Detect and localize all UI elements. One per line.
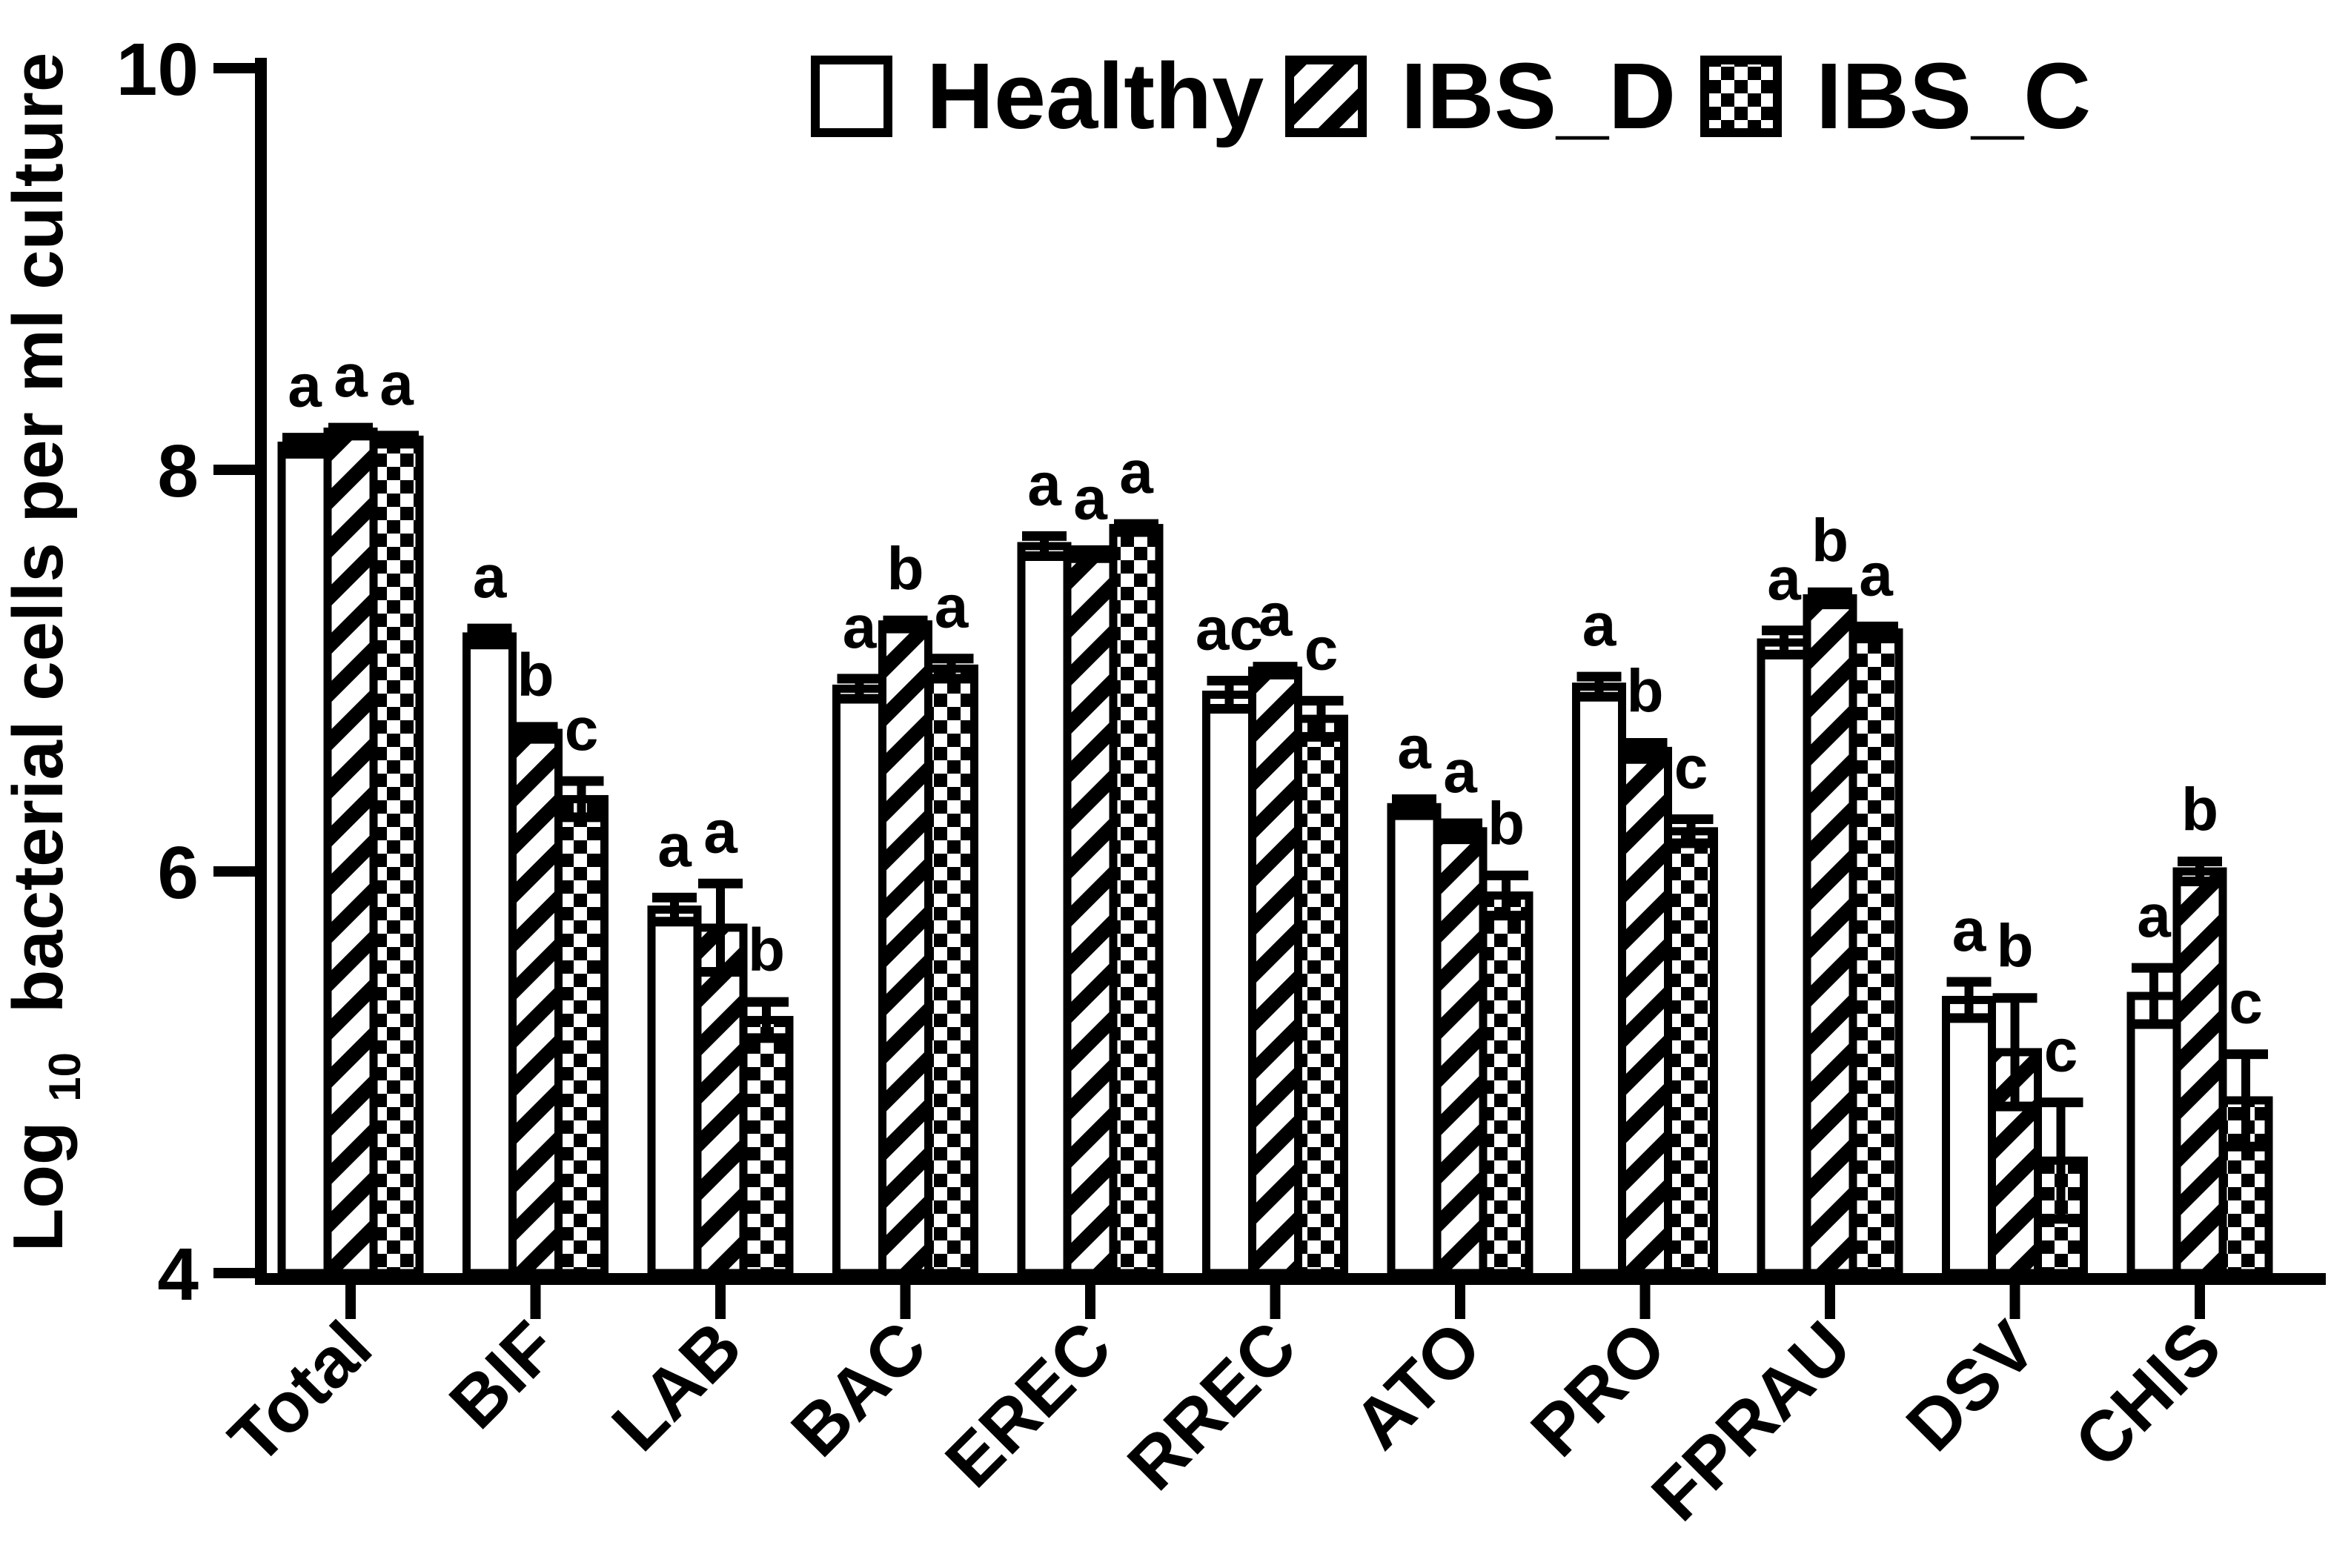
bar-DSV-Healthy	[1942, 995, 1996, 1278]
legend-swatch-IBS_C	[1700, 56, 1782, 137]
sig-label-LAB-IBS_C: b	[748, 917, 785, 984]
sig-label-EREC-Healthy: a	[1027, 451, 1062, 518]
sig-label-EREC-IBS_C: a	[1119, 439, 1154, 506]
sig-label-CHIS-Healthy: a	[2137, 883, 2172, 950]
sig-label-BAC-IBS_C: a	[935, 574, 969, 641]
sig-label-LAB-Healthy: a	[657, 812, 692, 880]
sig-label-BAC-Healthy: a	[843, 594, 878, 661]
bar-FPRAU-Healthy	[1757, 638, 1811, 1278]
sig-label-BIF-IBS_D: b	[517, 642, 554, 709]
y-tick-label: 4	[157, 1233, 199, 1316]
sig-label-BIF-IBS_C: c	[565, 696, 599, 763]
sig-label-RREC-IBS_D: a	[1259, 582, 1293, 649]
bar-RREC-IBS_D	[1248, 666, 1302, 1278]
sig-label-ATO-IBS_C: b	[1488, 790, 1525, 857]
bar-BIF-IBS_D	[508, 728, 563, 1278]
y-axis-title-prefix: Log	[0, 1121, 78, 1252]
bar-ATO-IBS_C	[1479, 891, 1533, 1278]
bar-BIF-Healthy	[462, 632, 517, 1278]
bar-RREC-Healthy	[1202, 691, 1256, 1278]
sig-label-Total-Healthy: a	[288, 353, 322, 420]
bar-ATO-Healthy	[1387, 803, 1442, 1278]
bar-LAB-Healthy	[647, 905, 702, 1278]
sig-label-FPRAU-IBS_C: a	[1859, 541, 1894, 608]
bar-BAC-IBS_C	[924, 664, 978, 1278]
bar-CHIS-Healthy	[2126, 991, 2181, 1278]
sig-label-FPRAU-IBS_D: b	[1811, 507, 1848, 574]
sig-label-RREC-IBS_C: c	[1304, 616, 1339, 683]
legend-swatch-IBS_D	[1285, 56, 1367, 137]
sig-label-RREC-Healthy: ac	[1196, 596, 1263, 663]
bar-ATO-IBS_D	[1433, 827, 1488, 1278]
sig-label-LAB-IBS_D: a	[703, 798, 738, 866]
bar-CHIS-IBS_D	[2172, 867, 2227, 1278]
sig-label-PRO-IBS_C: c	[1674, 734, 1708, 802]
y-tick-label: 10	[116, 28, 199, 111]
sig-label-ATO-Healthy: a	[1397, 714, 1432, 781]
bar-EREC-Healthy	[1017, 542, 1072, 1278]
sig-label-PRO-IBS_D: b	[1626, 658, 1663, 725]
bar-LAB-IBS_C	[739, 1016, 794, 1278]
y-tick-label: 8	[157, 430, 199, 513]
sig-label-ATO-IBS_D: a	[1443, 738, 1478, 805]
bar-BIF-IBS_C	[554, 794, 609, 1278]
legend-label-Healthy: Healthy	[926, 44, 1264, 148]
bar-PRO-IBS_D	[1618, 746, 1672, 1278]
sig-label-BAC-IBS_D: b	[886, 535, 924, 602]
bar-BAC-IBS_D	[878, 620, 932, 1278]
bar-BAC-Healthy	[832, 684, 886, 1278]
y-axis-title: Log 10 bacterial cells per ml culture	[0, 53, 96, 1252]
sig-label-CHIS-IBS_C: c	[2229, 969, 2263, 1037]
y-tick-label: 6	[157, 831, 199, 914]
bar-LAB-IBS_D	[693, 923, 748, 1278]
sig-label-FPRAU-Healthy: a	[1767, 545, 1802, 613]
legend-swatch-Healthy	[811, 56, 892, 137]
sig-label-PRO-Healthy: a	[1582, 591, 1617, 659]
bar-RREC-IBS_C	[1294, 714, 1348, 1278]
bar-PRO-IBS_C	[1664, 827, 1718, 1278]
sig-label-Total-IBS_D: a	[334, 342, 368, 410]
bar-Total-Healthy	[277, 441, 332, 1278]
legend-label-IBS_C: IBS_C	[1816, 44, 2091, 148]
bar-Total-IBS_C	[369, 435, 424, 1278]
sig-label-DSV-IBS_C: c	[2044, 1017, 2078, 1085]
y-axis-title-subscript: 10	[40, 1052, 90, 1102]
sig-label-DSV-IBS_D: b	[1996, 913, 2033, 980]
bar-PRO-Healthy	[1572, 682, 1626, 1278]
sig-label-Total-IBS_C: a	[379, 351, 414, 418]
y-axis-title-suffix: bacterial cells per ml culture	[0, 53, 78, 1014]
sig-label-CHIS-IBS_D: b	[2181, 776, 2218, 843]
sig-label-BIF-Healthy: a	[473, 543, 508, 611]
bar-FPRAU-IBS_C	[1848, 628, 1903, 1278]
sig-label-DSV-Healthy: a	[1952, 897, 1987, 964]
bar-Total-IBS_D	[323, 428, 378, 1278]
sig-label-EREC-IBS_D: a	[1073, 465, 1108, 532]
bar-EREC-IBS_C	[1109, 524, 1164, 1278]
legend-label-IBS_D: IBS_D	[1401, 44, 1676, 148]
bar-FPRAU-IBS_D	[1803, 594, 1857, 1278]
bar-EREC-IBS_D	[1063, 550, 1118, 1278]
